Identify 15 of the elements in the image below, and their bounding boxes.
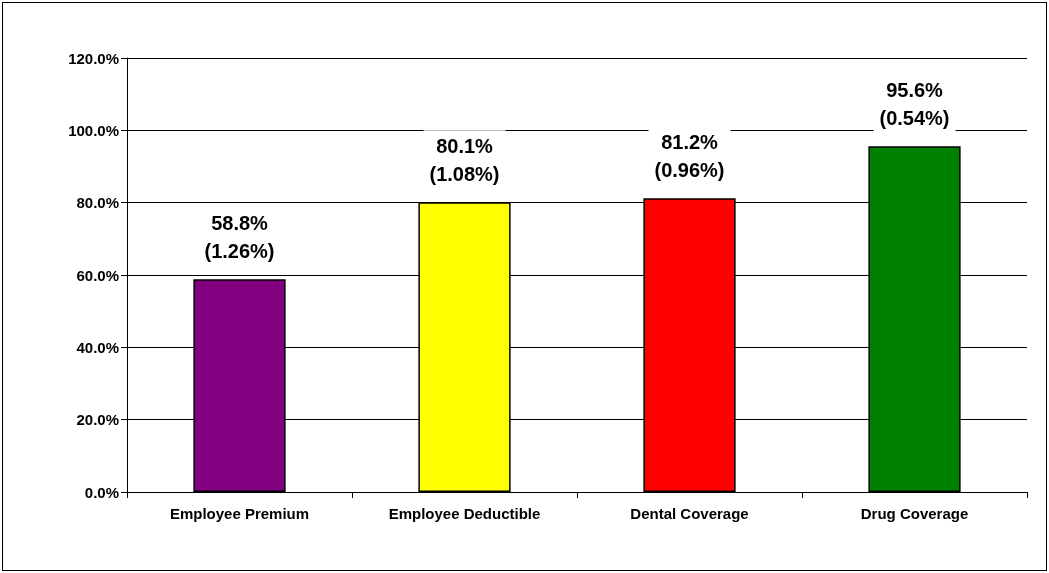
x-tick-label: Employee Deductible xyxy=(388,505,541,522)
x-tick-label: Drug Coverage xyxy=(860,505,969,522)
y-tick-label: 20.0% xyxy=(76,411,119,429)
y-tick-label: 60.0% xyxy=(76,266,119,284)
y-tick-label: 100.0% xyxy=(68,121,119,139)
data-label: 81.2% (0.96%) xyxy=(654,131,725,182)
y-tick-label: 80.0% xyxy=(76,194,119,212)
y-tick-label: 0.0% xyxy=(84,483,119,501)
data-label: 58.8% (1.26%) xyxy=(204,212,275,263)
y-tick-label: 120.0% xyxy=(68,49,119,67)
y-tick-label: 40.0% xyxy=(76,338,119,356)
data-label: 80.1% (1.08%) xyxy=(429,135,500,186)
data-label: 95.6% (0.54%) xyxy=(879,79,950,130)
x-tick-label: Dental Coverage xyxy=(630,505,749,522)
x-tick-label: Employee Premium xyxy=(169,505,310,522)
